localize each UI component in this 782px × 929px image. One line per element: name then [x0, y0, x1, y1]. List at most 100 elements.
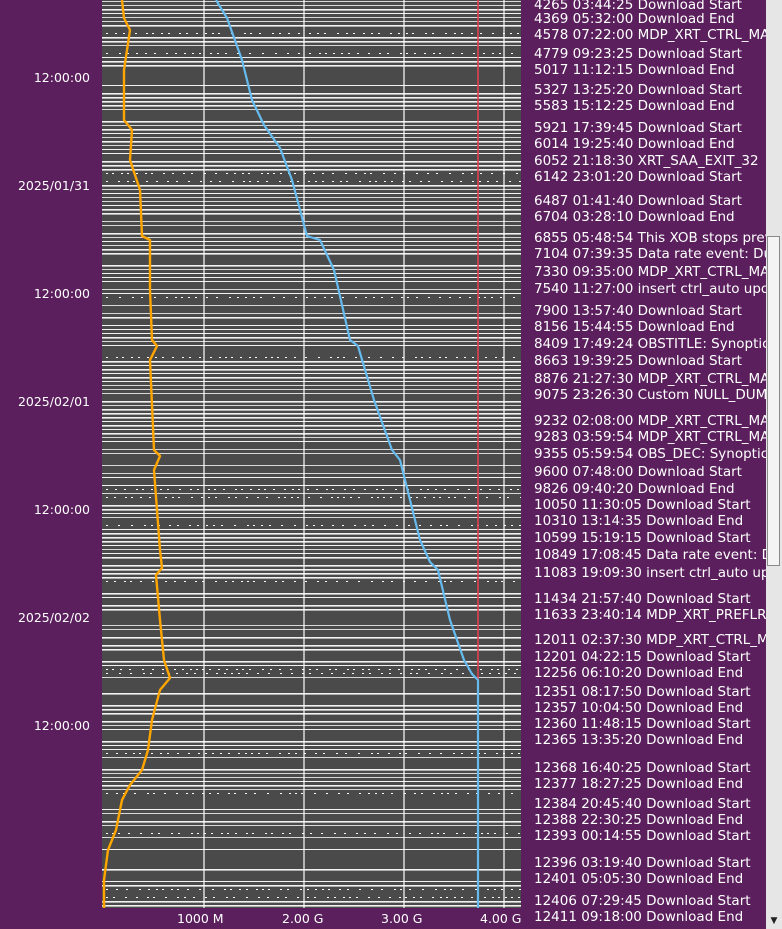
activity-dot: [435, 489, 437, 490]
event-item[interactable]: 6855 05:48:54 This XOB stops previ: [534, 230, 766, 246]
activity-dot: [236, 669, 238, 670]
activity-dot: [513, 297, 515, 298]
activity-dot: [147, 897, 149, 898]
event-item[interactable]: 11083 19:09:30 insert ctrl_auto upon: [534, 565, 766, 581]
activity-dot: [378, 33, 380, 34]
activity-stripe: [102, 13, 521, 14]
event-item[interactable]: 12256 06:10:20 Download End: [534, 665, 744, 681]
activity-dot: [169, 525, 171, 526]
activity-dot: [365, 297, 367, 298]
event-item[interactable]: 10599 15:19:15 Download Start: [534, 530, 751, 546]
activity-dot: [492, 897, 494, 898]
event-item[interactable]: 6052 21:18:30 XRT_SAA_EXIT_32: [534, 153, 759, 169]
event-item[interactable]: 12351 08:17:50 Download Start: [534, 684, 751, 700]
event-item[interactable]: 11633 23:40:14 MDP_XRT_PREFLR): [534, 607, 766, 623]
event-item[interactable]: 12401 05:05:30 Download End: [534, 871, 744, 887]
activity-dot: [127, 53, 129, 54]
event-item[interactable]: 12377 18:27:25 Download End: [534, 776, 744, 792]
activity-stripe: [102, 293, 521, 294]
event-item[interactable]: 6487 01:41:40 Download Start: [534, 193, 742, 209]
activity-dot: [481, 833, 483, 834]
activity-dot: [172, 357, 174, 358]
activity-stripe: [102, 305, 521, 306]
activity-dot: [246, 497, 248, 498]
activity-dot: [266, 497, 268, 498]
activity-dot: [371, 497, 373, 498]
activity-dot: [369, 181, 371, 182]
activity-dot: [325, 53, 327, 54]
event-item[interactable]: 7540 11:27:00 insert ctrl_auto upon I: [534, 281, 766, 297]
event-item[interactable]: 12388 22:30:25 Download End: [534, 812, 744, 828]
event-item[interactable]: 9600 07:48:00 Download Start: [534, 464, 742, 480]
event-item[interactable]: 11434 21:57:40 Download Start: [534, 591, 751, 607]
activity-dot: [267, 897, 269, 898]
event-item[interactable]: 9355 05:59:54 OBS_DEC: Synoptic fo: [534, 446, 766, 462]
activity-dot: [375, 793, 377, 794]
activity-dot: [141, 297, 143, 298]
event-item[interactable]: 9826 09:40:20 Download End: [534, 481, 735, 497]
event-item[interactable]: 4779 09:23:25 Download Start: [534, 46, 742, 62]
event-item[interactable]: 12384 20:45:40 Download Start: [534, 796, 751, 812]
activity-dot: [513, 581, 515, 582]
event-item[interactable]: 8156 15:44:55 Download End: [534, 319, 735, 335]
activity-stripe: [102, 37, 521, 39]
event-item[interactable]: 12396 03:19:40 Download Start: [534, 855, 751, 871]
event-item[interactable]: 7330 09:35:00 MDP_XRT_CTRL_MA: [534, 264, 766, 280]
activity-dot: [412, 33, 414, 34]
event-item[interactable]: 6142 23:01:20 Download Start: [534, 169, 742, 185]
event-item[interactable]: 12011 02:37:30 MDP_XRT_CTRL_M: [534, 632, 766, 648]
event-item[interactable]: 12365 13:35:20 Download End: [534, 732, 744, 748]
activity-dot: [262, 53, 264, 54]
scroll-thumb[interactable]: [767, 236, 780, 566]
activity-dot: [441, 793, 443, 794]
event-item[interactable]: 10050 11:30:05 Download Start: [534, 497, 751, 513]
event-item[interactable]: 4369 05:32:00 Download End: [534, 11, 735, 27]
activity-stripe: [102, 721, 521, 723]
event-item[interactable]: 12368 16:40:25 Download Start: [534, 760, 751, 776]
event-item[interactable]: 10310 13:14:35 Download End: [534, 513, 744, 529]
event-item[interactable]: 12357 10:04:50 Download End: [534, 700, 744, 716]
activity-dot: [498, 673, 500, 674]
event-item[interactable]: 12201 04:22:15 Download Start: [534, 649, 751, 665]
activity-dot: [175, 297, 177, 298]
activity-dot: [518, 833, 520, 834]
event-item[interactable]: 7900 13:57:40 Download Start: [534, 303, 742, 319]
event-item[interactable]: 4578 07:22:00 MDP_XRT_CTRL_MA: [534, 27, 766, 43]
event-item[interactable]: 9232 02:08:00 MDP_XRT_CTRL_MA: [534, 413, 766, 429]
activity-dot: [119, 53, 121, 54]
event-item[interactable]: 10849 17:08:45 Data rate event: Dow: [534, 547, 766, 563]
event-item[interactable]: 9283 03:59:54 MDP_XRT_CTRL_MA: [534, 429, 766, 445]
event-item[interactable]: 8663 19:39:25 Download Start: [534, 353, 742, 369]
event-item[interactable]: 6704 03:28:10 Download End: [534, 209, 735, 225]
event-item[interactable]: 5921 17:39:45 Download Start: [534, 120, 742, 136]
activity-stripe: [102, 569, 521, 571]
activity-dot: [335, 669, 337, 670]
event-list[interactable]: 4265 03:44:25 Download Start 4369 05:32:0…: [521, 0, 766, 929]
scrollbar[interactable]: ▼: [766, 0, 782, 929]
activity-dot: [138, 357, 140, 358]
activity-dot: [164, 793, 166, 794]
activity-dot: [309, 669, 311, 670]
activity-dot: [492, 33, 494, 34]
event-item[interactable]: 12360 11:48:15 Download Start: [534, 716, 751, 732]
event-item[interactable]: 5583 15:12:25 Download End: [534, 98, 735, 114]
event-item[interactable]: 12411 09:18:00 Download End: [534, 909, 744, 925]
activity-dot: [313, 173, 315, 174]
event-item[interactable]: 7104 07:39:35 Data rate event: Dur: (: [534, 246, 766, 262]
activity-dot: [196, 33, 198, 34]
event-item[interactable]: 12393 00:14:55 Download Start: [534, 828, 751, 844]
activity-dot: [253, 525, 255, 526]
activity-stripe: [102, 677, 521, 678]
event-item[interactable]: 5327 13:25:20 Download Start: [534, 82, 742, 98]
event-item[interactable]: 6014 19:25:40 Download End: [534, 136, 735, 152]
event-item[interactable]: 8876 21:27:30 MDP_XRT_CTRL_MA: [534, 371, 766, 387]
activity-dot: [112, 173, 114, 174]
event-item[interactable]: 4265 03:44:25 Download Start: [534, 0, 742, 13]
event-item[interactable]: 8409 17:49:24 OBSTITLE: Synoptic:: [534, 336, 766, 352]
activity-stripe: [102, 361, 521, 363]
event-item[interactable]: 5017 11:12:15 Download End: [534, 62, 735, 78]
activity-stripe: [102, 289, 521, 290]
event-item[interactable]: 9075 23:26:30 Custom NULL_DUMM: [534, 387, 766, 403]
event-item[interactable]: 12406 07:29:45 Download Start: [534, 893, 751, 909]
triangle-down-icon[interactable]: ▼: [766, 913, 782, 929]
